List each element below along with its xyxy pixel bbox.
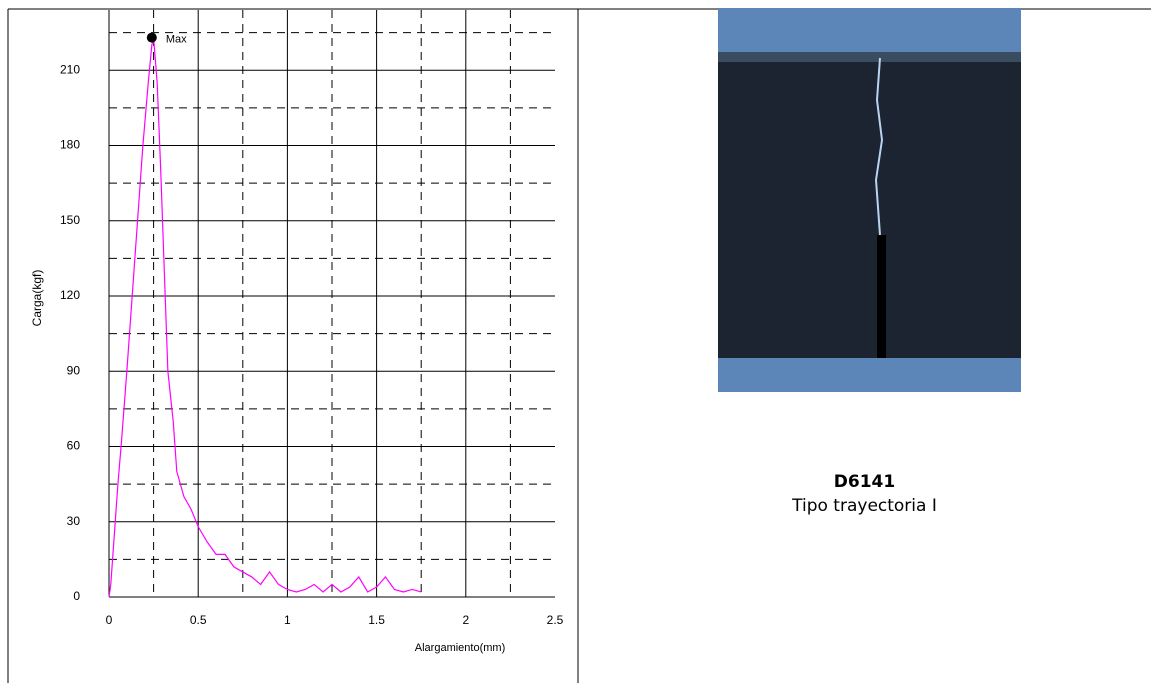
max-label: Max xyxy=(166,34,187,46)
line xyxy=(108,37,422,598)
y-tick-label: 60 xyxy=(67,439,81,453)
y-tick-label: 180 xyxy=(60,138,80,152)
max-marker xyxy=(146,32,157,43)
x-axis-label: Alargamiento(mm) xyxy=(415,642,505,654)
y-tick-label: 120 xyxy=(60,288,80,302)
y-tick-label: 150 xyxy=(60,213,80,227)
x-tick-label: 0 xyxy=(106,613,113,627)
x-tick-label: 2.5 xyxy=(547,613,564,627)
photo-crack xyxy=(874,57,884,236)
photo-notch xyxy=(877,235,886,358)
caption-code: D6141 xyxy=(833,472,896,492)
caption-description: Tipo trayectoria I xyxy=(792,496,937,516)
photo-edge xyxy=(718,52,1021,62)
y-tick-label: 30 xyxy=(67,514,81,528)
x-tick-label: 1.5 xyxy=(368,613,385,627)
x-tick-label: 2 xyxy=(462,613,469,627)
y-axis-label: Carga(kgf) xyxy=(30,270,44,327)
y-tick-label: 210 xyxy=(60,62,80,76)
photo xyxy=(718,8,1021,392)
x-tick-label: 1 xyxy=(284,613,291,627)
y-tick-label: 0 xyxy=(73,589,80,603)
x-tick-label: 0.5 xyxy=(190,613,207,627)
photo-strip xyxy=(718,52,1021,358)
y-tick-label: 90 xyxy=(67,363,81,377)
